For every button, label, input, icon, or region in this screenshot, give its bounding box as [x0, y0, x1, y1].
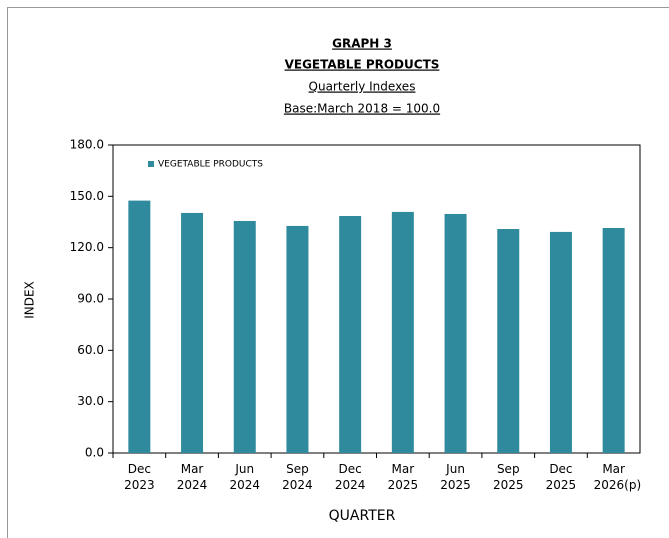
legend-swatch: [148, 161, 154, 167]
bar: [444, 213, 467, 453]
y-tick-label: 90.0: [77, 292, 104, 306]
y-tick-label: 60.0: [77, 343, 104, 357]
y-tick-label: 120.0: [70, 240, 104, 254]
chart-title: GRAPH 3: [332, 37, 392, 51]
x-tick-label: Dec 2024: [334, 462, 366, 492]
y-axis-label: INDEX: [23, 281, 37, 319]
bar: [339, 216, 362, 453]
y-tick-label: 150.0: [70, 189, 104, 203]
chart-subtitle: Quarterly Indexes: [309, 80, 416, 94]
x-tick-label: Jun 2024: [229, 462, 261, 492]
bar: [233, 220, 256, 453]
y-tick-label: 180.0: [70, 138, 104, 152]
x-tick-label: Mar 2024: [176, 462, 208, 492]
bar: [549, 231, 572, 453]
bar: [286, 225, 309, 453]
bar: [391, 211, 414, 453]
chart-subtitle: Base:March 2018 = 100.0: [284, 102, 440, 116]
x-tick-label: Mar 2026(p): [593, 462, 642, 492]
x-tick-label: Sep 2025: [492, 462, 524, 492]
x-tick-label: Dec 2023: [124, 462, 155, 492]
bar: [602, 227, 625, 453]
bar: [497, 229, 520, 453]
x-tick-label: Dec 2025: [545, 462, 577, 492]
y-tick-label: 0.0: [85, 446, 104, 460]
bar: [128, 200, 151, 453]
legend-label: VEGETABLE PRODUCTS: [158, 160, 263, 170]
chart-title: VEGETABLE PRODUCTS: [285, 58, 440, 72]
x-tick-label: Sep 2024: [282, 462, 313, 492]
x-tick-label: Jun 2025: [440, 462, 471, 492]
bar: [181, 212, 204, 453]
x-axis-label: QUARTER: [329, 508, 396, 524]
x-tick-label: Mar 2025: [387, 462, 419, 492]
y-tick-label: 30.0: [77, 394, 104, 408]
